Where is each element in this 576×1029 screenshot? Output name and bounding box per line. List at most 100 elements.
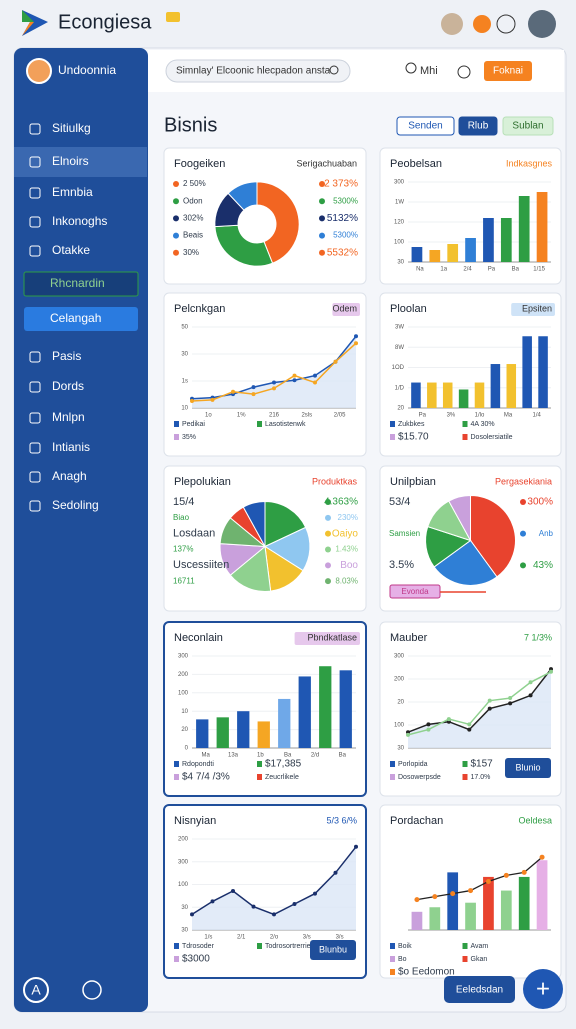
nav-item[interactable]: Pasis [52,349,81,363]
card-button-label: Blunio [515,762,540,772]
toolbar-button[interactable] [502,116,554,136]
x-tick-label: Ma [504,413,513,419]
x-tick-label: 3/s [336,935,344,941]
nav-item[interactable]: Intianis [52,440,90,454]
footer-marker [257,761,262,767]
nav-item[interactable]: Emnbia [52,185,93,199]
line-point [272,380,276,385]
x-tick-label: 3% [447,413,456,419]
nav-item[interactable]: Mnlpn [52,410,85,424]
y-tick-label: 3W [395,325,404,331]
line-point [210,397,215,402]
settings-icon[interactable] [496,14,516,34]
nav-item[interactable]: Dords [52,379,84,393]
y-tick-label: 30 [181,928,188,934]
toolbar-button[interactable] [396,116,455,136]
footer-marker [462,421,468,427]
card-title: Plepolukian [174,476,231,488]
nav-item[interactable]: Sitiulkg [52,121,91,135]
notification-icon[interactable] [473,15,491,33]
nav-item[interactable]: Rhcnardin [50,276,105,290]
nav-icon [29,123,41,135]
card [379,292,562,457]
legend-left: 53/4 [389,496,410,508]
card-tag-bg [332,303,360,316]
y-tick-label: 300 [394,654,405,660]
nav-icon [29,187,41,199]
card-button[interactable] [310,940,356,960]
y-tick-label: 100 [178,882,189,888]
y-tick-label: 1s [182,379,188,385]
nav-icon [29,245,41,257]
footer-marker [390,943,395,949]
footer-marker [390,969,395,975]
bar [447,872,459,930]
line-point [292,378,297,383]
nav-icon [29,412,41,424]
card-button[interactable] [505,758,551,778]
line-point [487,698,492,703]
nav-icon [29,500,41,512]
nav-item[interactable]: Elnoirs [52,154,89,168]
search-box[interactable] [165,59,351,83]
legend-left: 30% [183,248,199,257]
line-path [407,671,552,736]
legend-dot [319,215,325,222]
x-tick-label: 1a [440,267,447,273]
bar [442,382,453,408]
nav-item[interactable]: Inkonoghs [52,214,107,228]
user-avatar[interactable] [26,58,52,84]
footer-marker [174,943,179,949]
trend-point [450,891,456,897]
legend-dot [319,249,325,256]
fab[interactable] [523,969,563,1009]
avatar[interactable] [441,13,463,35]
card-button-label: Blunbu [319,944,347,954]
nav-item[interactable]: Celangah [50,311,101,325]
top-button[interactable] [484,61,532,81]
bar [429,907,441,930]
x-tick-label: 13a [228,753,239,759]
nav-item[interactable]: Anagh [52,469,87,483]
account-name: Mhi [420,65,438,77]
profile-avatar[interactable] [528,10,556,38]
bar [465,902,476,930]
legend-left: 2 50% [183,179,206,188]
card-title: Peobelsan [390,158,442,170]
line-point [467,722,472,727]
legend-right: 300% [527,497,553,508]
legend-dot [520,499,526,505]
pie-slice [264,501,307,548]
donut-slice [227,181,258,211]
bar [339,670,352,748]
footer-text: Pedikai [182,421,205,428]
y-tick-label: 1/D [395,385,405,391]
legend-left: Biao [173,513,190,522]
footer-text: Boik [398,943,412,950]
line-point [354,334,358,339]
nav-item[interactable]: Sedoling [52,498,99,512]
x-tick-label: 2sls [301,413,312,419]
card-title: Pordachan [390,815,443,827]
toolbar-button[interactable] [458,116,498,136]
bar [474,382,485,408]
footer-text: Bo [398,956,407,963]
legend-left: 302% [183,214,203,223]
line-point [487,706,492,711]
pie-slice [242,501,266,547]
bar [483,876,494,930]
nav-selected-bg[interactable] [24,307,138,331]
footer-text: $3000 [182,954,210,965]
sidebar-help[interactable] [82,980,102,1000]
legend-left: Uscessiiten [173,559,229,571]
toolbar-button-label: Rlub [468,121,489,132]
nav-item[interactable]: Otakke [52,243,90,257]
nav-highlight-bg[interactable] [23,271,139,297]
chat-icon[interactable] [457,65,471,79]
legend-left: 16711 [173,576,195,585]
footer-text: Lasotistenwk [265,421,306,428]
bottom-button[interactable] [444,976,515,1003]
legend-left: 15/4 [173,496,194,508]
card [163,147,367,285]
x-tick-label: Ba [284,753,292,759]
